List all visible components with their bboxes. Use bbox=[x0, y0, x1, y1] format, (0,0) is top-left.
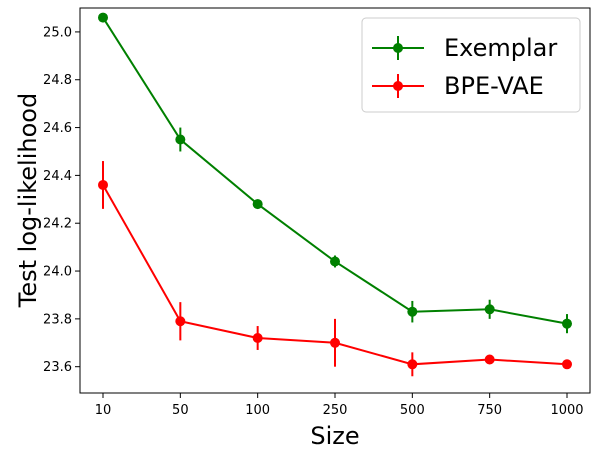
legend-bpe-vae-label: BPE-VAE bbox=[444, 72, 544, 100]
legend-bpe-vae-marker bbox=[393, 81, 403, 91]
bpe-vae-point bbox=[484, 354, 495, 365]
bpe-vae-point bbox=[175, 316, 186, 327]
y-tick-label: 24.6 bbox=[43, 121, 72, 136]
y-tick-label: 24.2 bbox=[43, 217, 72, 232]
y-tick-label: 23.8 bbox=[43, 312, 72, 327]
x-tick-label: 750 bbox=[477, 403, 502, 418]
y-tick-label: 24.4 bbox=[43, 169, 72, 184]
y-axis-ticks: 23.6 23.8 24.0 24.2 24.4 24.6 24.8 25.0 bbox=[43, 25, 80, 375]
bpe-vae-point bbox=[98, 179, 108, 190]
exemplar-point bbox=[98, 12, 108, 23]
series-layer bbox=[98, 12, 572, 377]
y-axis-label: Test log-likelihood bbox=[14, 93, 42, 308]
exemplar-point bbox=[562, 318, 572, 329]
x-tick-label: 500 bbox=[400, 403, 425, 418]
exemplar-point bbox=[484, 304, 495, 315]
x-tick-label: 250 bbox=[323, 403, 348, 418]
bpe-vae-point bbox=[562, 359, 572, 370]
legend-box bbox=[361, 17, 581, 113]
x-tick-label: 10 bbox=[95, 403, 112, 418]
x-axis-ticks: 10 50 100 250 500 750 1000 bbox=[95, 393, 584, 418]
y-tick-label: 23.6 bbox=[43, 360, 72, 375]
y-tick-label: 24.8 bbox=[43, 73, 72, 88]
exemplar-point bbox=[407, 306, 418, 317]
x-tick-label: 1000 bbox=[550, 403, 583, 418]
bpe-vae-point bbox=[252, 333, 263, 343]
exemplar-point bbox=[330, 256, 340, 267]
legend: Exemplar BPE-VAE bbox=[361, 17, 581, 113]
bpe-vae-point bbox=[407, 359, 418, 370]
y-tick-label: 24.0 bbox=[43, 265, 72, 280]
exemplar-point bbox=[252, 199, 263, 210]
x-tick-label: 100 bbox=[245, 403, 270, 418]
y-tick-label: 25.0 bbox=[43, 25, 72, 40]
x-axis-label: Size bbox=[310, 422, 359, 450]
legend-exemplar-label: Exemplar bbox=[444, 34, 557, 62]
bpe-vae-point bbox=[330, 337, 340, 348]
legend-exemplar-marker bbox=[393, 43, 403, 53]
x-tick-label: 50 bbox=[172, 403, 189, 418]
exemplar-point bbox=[175, 134, 186, 145]
